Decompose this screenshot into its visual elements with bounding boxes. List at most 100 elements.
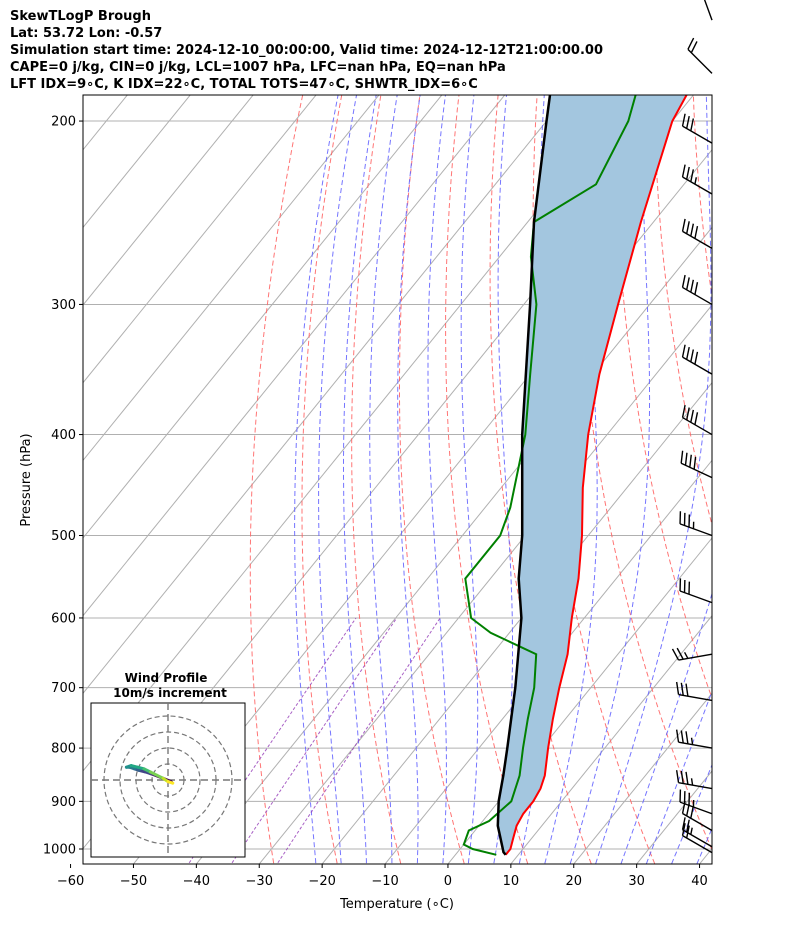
y-tick-label: 300: [51, 298, 76, 313]
y-tick-label: 800: [51, 742, 76, 757]
wind-barb-feather: [685, 277, 690, 290]
x-tick-label: −40: [183, 874, 210, 889]
wind-barb: [675, 729, 713, 749]
wind-barb-feather: [690, 169, 695, 182]
parcel-profile-line: [496, 95, 552, 856]
mixing-ratio-line: [276, 617, 441, 864]
wind-barb-feather: [690, 778, 694, 786]
wind-barb: [681, 817, 713, 848]
wind-barb-feather: [680, 682, 684, 696]
wind-barb-feather: [685, 825, 690, 839]
stability-indices-line-2: LFT IDX=9∘C, K IDX=22∘C, TOTAL TOTS=47∘C…: [10, 77, 478, 92]
wind-barb-feather: [680, 730, 684, 744]
temperature-line: [504, 95, 688, 856]
wind-barb-staff: [687, 48, 713, 74]
moist-adiabat-line: [318, 95, 358, 864]
isotherm-line: [321, 381, 712, 864]
wind-barb-feather: [694, 225, 699, 239]
moist-adiabat-line: [719, 0, 794, 871]
x-tick-label: −50: [120, 874, 147, 889]
dry-adiabat-line: [445, 95, 529, 864]
x-axis-ticks: −60 −50 −40 −30 −20 −10 0 10 20 30 40: [57, 864, 708, 889]
wind-barb-staff: [679, 801, 713, 815]
wind-barbs: [671, 0, 713, 854]
mixing-ratio-line: [230, 617, 398, 864]
wind-barb-feather: [684, 452, 688, 466]
dry-adiabat-line: [301, 95, 343, 864]
isotherm-line: [83, 95, 695, 850]
wind-barb-feather: [690, 737, 694, 745]
wind-barb-feather: [687, 37, 695, 50]
wind-barb-feather: [676, 647, 684, 660]
dry-adiabat-line: [765, 0, 794, 871]
wind-barb-feather: [681, 817, 686, 830]
isotherm-line: [83, 95, 317, 384]
wind-barb-feather: [675, 681, 680, 695]
wind-barb-staff: [703, 0, 713, 21]
stability-indices-line-1: CAPE=0 j/kg, CIN=0 j/kg, LCL=1007 hPa, L…: [10, 60, 506, 75]
wind-barb: [679, 789, 713, 815]
wind-barb-feather: [680, 770, 684, 784]
y-tick-label: 200: [51, 115, 76, 130]
isotherm-line: [195, 226, 712, 864]
wind-barb-staff: [682, 812, 713, 832]
hodograph-segment: [166, 780, 175, 785]
x-tick-label: 0: [444, 874, 452, 889]
x-tick-label: −30: [246, 874, 273, 889]
y-tick-label: 1000: [43, 843, 76, 858]
y-tick-label: 700: [51, 681, 76, 696]
wind-barb-feather: [671, 648, 680, 661]
wind-barb-feather: [690, 349, 695, 363]
wind-barb: [703, 0, 713, 21]
wind-barb-feather: [681, 218, 686, 232]
dry-adiabat-line: [574, 95, 712, 851]
hodograph-subtitle: 10m/s increment: [113, 686, 227, 700]
location-line: Lat: 53.72 Lon: -0.57: [10, 26, 163, 41]
moist-adiabat-line: [343, 95, 377, 864]
dewpoint-line: [462, 95, 637, 856]
wind-barb-staff: [682, 125, 713, 144]
wind-barb-feather: [690, 118, 695, 132]
wind-barb-staff: [682, 416, 713, 436]
isotherm-line: [83, 95, 632, 772]
dry-adiabat-line: [351, 95, 402, 864]
hodograph-inset: Wind Profile 10m/s increment: [90, 671, 246, 858]
wind-barb-feather: [685, 347, 690, 360]
wind-barb-staff: [682, 286, 713, 306]
isotherm-line: [83, 95, 380, 462]
dry-adiabat-line: [653, 95, 712, 527]
wind-barb-feather: [685, 683, 689, 697]
wind-barb-feather: [681, 274, 686, 288]
dry-adiabat-line: [249, 95, 304, 864]
isotherm-line: [447, 537, 712, 864]
x-axis-label: Temperature (∘C): [339, 897, 454, 912]
x-tick-label: 10: [503, 874, 520, 889]
isotherm-line: [698, 847, 712, 864]
y-axis-label: Pressure (hPa): [19, 433, 34, 526]
wind-barb: [681, 344, 713, 375]
wind-barb-feather: [681, 113, 686, 127]
moist-adiabat-line: [544, 95, 598, 864]
wind-barb-staff: [682, 230, 713, 249]
wind-barb-feather: [685, 731, 689, 744]
wind-barb-feather: [685, 166, 690, 180]
y-tick-label: 900: [51, 795, 76, 810]
wind-barb: [675, 770, 713, 790]
hodograph-title: Wind Profile: [125, 671, 208, 685]
wind-barb: [680, 450, 713, 479]
wind-barb-feather: [675, 770, 680, 783]
isotherm-line: [258, 304, 712, 864]
wind-barb: [681, 164, 713, 195]
wind-barb: [687, 37, 713, 74]
wind-barb-feather: [681, 344, 686, 358]
y-tick-label: 600: [51, 611, 76, 626]
wind-barb-staff: [682, 356, 713, 375]
dry-adiabat-line: [399, 95, 465, 864]
moist-adiabat-line: [397, 95, 421, 864]
moist-adiabat-line: [294, 95, 339, 864]
isotherm-line: [83, 95, 443, 539]
wind-barb-feather: [690, 223, 695, 237]
wind-barb-feather: [685, 407, 690, 421]
wind-barb-feather: [675, 729, 680, 743]
